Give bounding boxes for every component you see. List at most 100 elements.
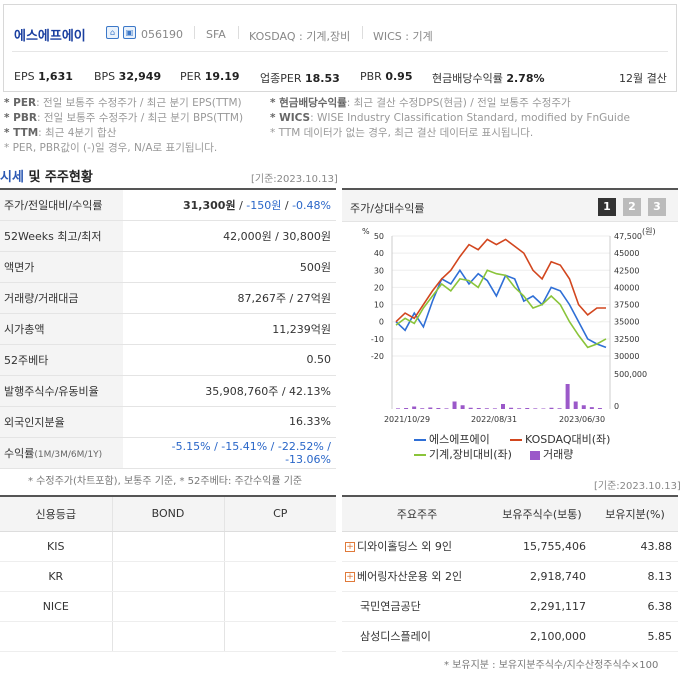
right-tick-label: 35000 bbox=[614, 318, 639, 327]
market-table: 주가/전일대비/수익률 31,300원 / -150원 / -0.48% 52W… bbox=[0, 188, 336, 469]
table-row: 주가/전일대비/수익률 31,300원 / -150원 / -0.48% bbox=[0, 188, 336, 221]
right-tick-label: 42500 bbox=[614, 266, 639, 275]
volume-bar bbox=[517, 408, 522, 409]
volume-tick-label: 500,000 bbox=[614, 370, 647, 379]
chart-tab-1[interactable]: 1 bbox=[598, 198, 616, 216]
volume-bar bbox=[468, 407, 473, 409]
notes-left: * PER: 전일 보통주 수정주가 / 최근 분기 EPS(TTM) * PB… bbox=[4, 97, 244, 154]
volume-bar bbox=[444, 408, 449, 409]
returns-label: 수익률(1M/3M/6M/1Y) bbox=[0, 437, 123, 469]
holders-footnote: * 보유지분 : 보유지분주식수/지수산정주식수×100 bbox=[444, 660, 659, 671]
volume-bar bbox=[460, 405, 465, 409]
table-row: 외국인지분율 16.33% bbox=[0, 406, 336, 438]
series-line-2 bbox=[395, 269, 607, 349]
legend-sfa: 에스에프에이 bbox=[414, 431, 490, 447]
ratio-eps: EPS 1,631 bbox=[14, 70, 73, 83]
table-row: 거래량/거래대금 87,267주 / 27억원 bbox=[0, 282, 336, 314]
volume-bar bbox=[452, 401, 457, 409]
credit-table: 신용등급 BOND CP KIS KR NICE bbox=[0, 495, 336, 652]
volume-bar bbox=[396, 408, 400, 409]
table-row: KR bbox=[0, 561, 336, 592]
expand-icon[interactable]: + bbox=[345, 572, 355, 582]
series-line-0 bbox=[395, 268, 607, 349]
left-tick-label: -20 bbox=[371, 352, 384, 361]
ratio-dividend-yield: 현금배당수익률 2.78% bbox=[432, 72, 545, 85]
legend-machinery: 기계,장비대비(좌) bbox=[414, 446, 512, 462]
wics-sector: WICS : 기계 bbox=[373, 30, 433, 43]
left-tick-label: -10 bbox=[371, 335, 384, 344]
volume-bar bbox=[581, 405, 586, 409]
left-tick-label: 0 bbox=[379, 318, 384, 327]
table-row: 국민연금공단 2,291,117 6.38 bbox=[342, 591, 678, 622]
left-tick-label: 10 bbox=[374, 301, 384, 310]
volume-bar bbox=[573, 401, 578, 409]
volume-bar bbox=[549, 407, 554, 409]
volume-bar bbox=[565, 384, 570, 409]
settlement-month: 12월 결산 bbox=[619, 72, 667, 85]
left-tick-label: 40 bbox=[374, 249, 384, 258]
ratio-industry-per: 업종PER 18.53 bbox=[260, 72, 340, 85]
table-row: 삼성디스플레이 2,100,000 5.85 bbox=[342, 621, 678, 652]
company-name[interactable]: 에스에프에이 bbox=[14, 29, 86, 44]
chart-tab-2[interactable]: 2 bbox=[623, 198, 641, 216]
table-row: 시가총액 11,239억원 bbox=[0, 313, 336, 345]
holders-table: 주요주주 보유주식수(보통) 보유지분(%) + 디와이홀딩스 외 9인 15,755,… bbox=[342, 495, 678, 652]
ratio-pbr: PBR 0.95 bbox=[360, 70, 413, 83]
company-info-icon[interactable]: ▣ bbox=[123, 26, 136, 39]
market-sector: KOSDAQ : 기계,장비 bbox=[249, 30, 351, 43]
table-row: KIS bbox=[0, 531, 336, 562]
left-tick-label: 20 bbox=[374, 283, 384, 292]
ratio-bps: BPS 32,949 bbox=[94, 70, 162, 83]
market-footnote: * 수정주가(차트포함), 보통주 기준, * 52주베타: 주간수익률 기준 bbox=[28, 476, 303, 487]
returns-value: -5.15% / -15.41% / -22.52% / -13.06% bbox=[123, 437, 336, 469]
volume-bar bbox=[404, 408, 409, 409]
chart-tab-3[interactable]: 3 bbox=[648, 198, 666, 216]
left-tick-label: 50 bbox=[374, 232, 384, 241]
table-row: NICE bbox=[0, 591, 336, 622]
volume-bar bbox=[428, 407, 433, 409]
table-row: 발행주식수/유동비율 35,908,760주 / 42.13% bbox=[0, 375, 336, 407]
home-icon[interactable]: ⌂ bbox=[106, 26, 119, 39]
chart-panel: 주가/상대수익률 1 2 3 % (원) 50 40 30 20 10 0 -10 -20 47,5… bbox=[342, 188, 678, 473]
right-tick-label: 47,500 bbox=[614, 232, 642, 241]
volume-bar bbox=[541, 408, 546, 409]
volume-tick-label: 0 bbox=[614, 402, 619, 411]
volume-bar bbox=[533, 408, 538, 409]
series-line-1 bbox=[395, 238, 606, 323]
notes-right: * 현금배당수익률: 최근 결산 수정DPS(현금) / 전일 보통주 수정주가… bbox=[270, 97, 630, 139]
legend-kosdaq: KOSDAQ대비(좌) bbox=[510, 431, 610, 447]
volume-bar bbox=[420, 408, 425, 409]
volume-bar bbox=[597, 408, 602, 409]
volume-bar bbox=[589, 407, 594, 409]
row-label: 주가/전일대비/수익률 bbox=[0, 188, 123, 221]
chart-title: 주가/상대수익률 bbox=[350, 202, 425, 215]
price-chart: % (원) 50 40 30 20 10 0 -10 -20 47,500 45000 42500 400… bbox=[362, 227, 656, 424]
left-tick-label: 30 bbox=[374, 266, 384, 275]
expand-icon[interactable]: + bbox=[345, 542, 355, 552]
table-row: 52Weeks 최고/최저 42,000원 / 30,800원 bbox=[0, 220, 336, 252]
right-tick-label: 32500 bbox=[614, 335, 639, 344]
right-tick-label: 40000 bbox=[614, 283, 639, 292]
legend-volume: 거래량 bbox=[530, 446, 573, 462]
table-row[interactable]: + 베어링자산운용 외 2인 2,918,740 8.13 bbox=[342, 561, 678, 592]
x-tick-label: 2023/06/30 bbox=[559, 415, 605, 424]
x-tick-label: 2021/10/29 bbox=[384, 415, 430, 424]
volume-bar bbox=[412, 406, 417, 409]
table-row: 52주베타 0.50 bbox=[0, 344, 336, 376]
volume-bar bbox=[476, 408, 481, 409]
right-axis-unit: (원) bbox=[642, 227, 656, 236]
volume-bar bbox=[484, 408, 489, 409]
volume-bar bbox=[525, 408, 530, 409]
volume-bar bbox=[509, 407, 514, 409]
right-tick-label: 30000 bbox=[614, 352, 639, 361]
eng-code: SFA bbox=[206, 28, 226, 41]
section-title: 시세 및 주주현황 bbox=[0, 170, 93, 185]
base-date: [기준:2023.10.13] bbox=[251, 174, 338, 185]
table-row: 수익률(1M/3M/6M/1Y) -5.15% / -15.41% / -22.… bbox=[0, 437, 336, 469]
x-tick-label: 2022/08/31 bbox=[471, 415, 517, 424]
left-axis-unit: % bbox=[362, 227, 370, 236]
ratio-per: PER 19.19 bbox=[180, 70, 240, 83]
right-tick-label: 37500 bbox=[614, 301, 639, 310]
table-row[interactable]: + 디와이홀딩스 외 9인 15,755,406 43.88 bbox=[342, 531, 678, 562]
right-base-date: [기준:2023.10.13] bbox=[594, 481, 681, 492]
